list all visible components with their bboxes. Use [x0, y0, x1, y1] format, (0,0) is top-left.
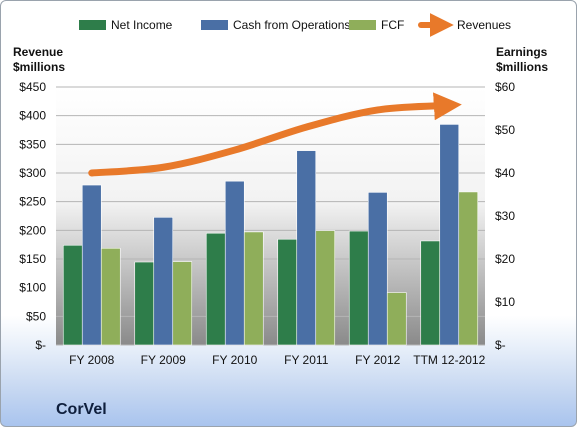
- legend-label: Cash from Operations: [233, 18, 350, 32]
- bar-fcf: [458, 191, 479, 346]
- bar-fcf: [315, 230, 336, 346]
- legend-label: Revenues: [457, 18, 511, 32]
- bar-fcf: [100, 247, 121, 346]
- right-axis-title-line2: $millions: [496, 60, 548, 74]
- legend-label: Net Income: [111, 18, 173, 32]
- bar-fcf: [243, 231, 264, 346]
- left-tick-label: $-: [35, 338, 46, 352]
- left-tick-label: $450: [19, 80, 46, 94]
- plot-area: [56, 87, 485, 345]
- bar-cash-from-operations: [296, 150, 317, 346]
- company-name: CorVel: [56, 401, 107, 418]
- category-label: FY 2010: [212, 353, 257, 367]
- bar-cash-from-operations: [81, 184, 102, 346]
- revenues-line: [88, 92, 462, 177]
- left-tick-label: $50: [26, 309, 46, 323]
- bar-net-income: [134, 261, 155, 346]
- left-tick-label: $350: [19, 137, 46, 151]
- right-tick-label: $20: [495, 252, 515, 266]
- legend-swatch: [201, 20, 228, 30]
- left-tick-label: $300: [19, 166, 46, 180]
- right-tick-label: $-: [495, 338, 506, 352]
- left-axis-title-line1: Revenue: [13, 45, 63, 59]
- right-axis-title-line1: Earnings: [496, 45, 548, 59]
- bar-net-income: [348, 230, 369, 346]
- left-tick-label: $400: [19, 109, 46, 123]
- left-tick-label: $250: [19, 195, 46, 209]
- bar-cash-from-operations: [367, 192, 388, 346]
- right-tick-label: $40: [495, 166, 515, 180]
- left-tick-label: $100: [19, 281, 46, 295]
- legend-label: FCF: [381, 18, 404, 32]
- bar-fcf: [386, 292, 407, 346]
- bar-net-income: [62, 244, 83, 346]
- right-tick-label: $30: [495, 209, 515, 223]
- bar-cash-from-operations: [153, 216, 174, 346]
- category-label: FY 2011: [284, 353, 329, 367]
- right-tick-label: $50: [495, 123, 515, 137]
- bar-net-income: [420, 240, 441, 346]
- left-tick-label: $150: [19, 252, 46, 266]
- bar-net-income: [205, 232, 226, 346]
- bar-fcf: [172, 261, 193, 346]
- category-label: TTM 12-2012: [413, 353, 485, 367]
- category-label: FY 2008: [69, 353, 114, 367]
- left-tick-label: $200: [19, 223, 46, 237]
- legend-swatch: [349, 20, 376, 30]
- category-label: FY 2012: [355, 353, 400, 367]
- left-axis-title-line2: $millions: [13, 60, 65, 74]
- bar-cash-from-operations: [224, 180, 245, 346]
- legend-swatch: [79, 20, 106, 30]
- bar-net-income: [277, 238, 298, 346]
- right-tick-label: $60: [495, 80, 515, 94]
- right-tick-label: $10: [495, 295, 515, 309]
- category-label: FY 2009: [141, 353, 186, 367]
- bar-cash-from-operations: [439, 124, 460, 346]
